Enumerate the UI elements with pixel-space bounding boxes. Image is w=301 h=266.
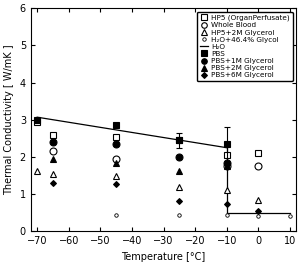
X-axis label: Temperature [°C]: Temperature [°C]: [121, 252, 206, 262]
Legend: HP5 (OrganPerfusate), Whole Blood, HP5+2M Glycerol, H₂O+46.4% Glycol, H₂O, PBS, : HP5 (OrganPerfusate), Whole Blood, HP5+2…: [197, 12, 293, 81]
Y-axis label: Thermal Conductivity [ W/mK ]: Thermal Conductivity [ W/mK ]: [4, 44, 14, 195]
